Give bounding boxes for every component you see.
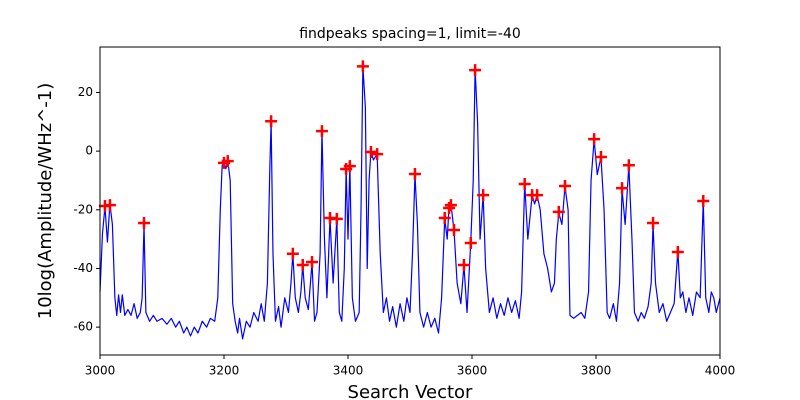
peak-marker [315,125,328,138]
signal-line [99,65,721,340]
x-axis-label: Search Vector [348,382,474,400]
peak-marker [588,133,601,146]
peak-marker [671,246,684,259]
peak-marker [306,256,319,269]
peak-marker [477,189,490,202]
peak-marker [221,155,234,168]
peak-marker [371,148,384,161]
peak-marker [552,205,565,218]
peak-marker [647,217,660,229]
peak-marker [518,177,531,190]
peak-marker [330,212,343,225]
y-tick-label: -60 [73,320,93,334]
peak-marker [616,182,629,195]
peak-marker [408,168,421,181]
peak-marker [296,258,309,271]
peak-marker [103,199,116,212]
y-tick-label: 20 [78,85,93,99]
peak-marker [531,189,544,202]
x-tick-label: 3400 [333,364,364,378]
chart-title: findpeaks spacing=1, limit=-40 [299,26,521,42]
x-tick-label: 3800 [581,364,612,378]
peak-marker [138,217,151,229]
x-tick-label: 4000 [705,364,736,378]
x-tick-label: 3200 [209,364,240,378]
x-tick-label: 3000 [85,364,116,378]
peak-marker [559,180,571,193]
plot-area [98,60,721,340]
peak-marker [464,236,477,249]
peak-marker [697,195,710,207]
peak-marker [343,160,356,173]
peak-marker [594,151,607,163]
peak-marker [356,60,369,73]
axes-frame [99,46,721,356]
y-tick-label: 0 [85,144,93,158]
peak-marker [448,224,461,237]
y-tick-label: -40 [73,261,93,275]
peak-marker [438,212,451,225]
peak-marker [622,159,635,172]
peak-marker [265,115,278,128]
x-tick-label: 3600 [457,364,488,378]
peak-marker [286,247,299,260]
peak-marker [457,258,470,271]
peak-marker [364,146,377,159]
peak-marker [469,64,482,77]
peak-marker [444,199,457,212]
y-tick-label: -20 [73,202,93,216]
y-axis-label: 10log(Amplitude/WHz^-1) [35,83,56,320]
